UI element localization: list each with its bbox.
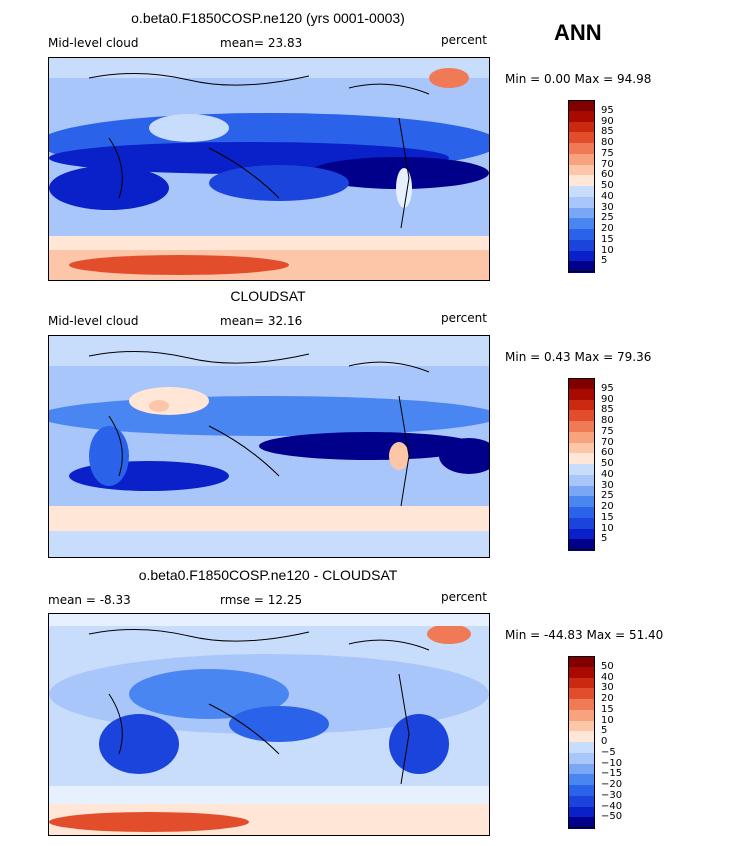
panel-2-variable-label: Mid-level cloud [48,314,139,328]
colorbar-label: 70 [601,436,614,448]
colorbar-label: 40 [601,468,614,480]
colorbar-label: −50 [601,811,623,823]
panel-3-mean-label: mean = -8.33 [48,593,131,607]
colorbar-label: −20 [601,779,623,790]
colorbar-label: 15 [601,703,614,715]
panel-1-units-label: percent [441,33,487,47]
panel-3-map [48,613,490,836]
panel-2-mean-label: mean= 32.16 [220,314,303,328]
colorbar-label: 10 [601,714,614,726]
colorbar-label: 5 [601,255,608,267]
colorbar-label: 20 [601,501,614,512]
colorbar-label: 85 [601,404,614,416]
colorbar-frame [568,656,595,828]
colorbar-label: 85 [601,126,614,138]
colorbar-label: 5 [601,533,608,545]
colorbar-label: 50 [601,180,614,191]
colorbar-label: 60 [601,169,614,181]
colorbar-label: 20 [601,693,614,704]
colorbar-label: 70 [601,158,614,170]
colorbar-label: 95 [601,104,614,116]
colorbar-frame [568,378,595,550]
colorbar-label: 30 [601,479,614,491]
colorbar-label: −5 [601,746,616,758]
colorbar-label: −40 [601,800,623,812]
panel-2-minmax: Min = 0.43 Max = 79.36 [505,350,652,364]
colorbar-frame [568,100,595,272]
colorbar-label: −10 [601,757,623,769]
colorbar-label: 15 [601,233,614,245]
panel-3-units-label: percent [441,590,487,604]
panel-3-map-svg [49,614,489,835]
panel-1-title: o.beta0.F1850COSP.ne120 (yrs 0001-0003) [131,10,405,26]
colorbar-label: 80 [601,415,614,426]
panel-3-title: o.beta0.F1850COSP.ne120 - CLOUDSAT [138,567,398,583]
colorbar-label: 30 [601,201,614,213]
colorbar-label: 50 [601,660,614,672]
colorbar-label: 25 [601,212,614,224]
colorbar-label: 0 [601,736,608,747]
panel-1-map [48,57,490,281]
panel-3-minmax: Min = -44.83 Max = 51.40 [505,628,664,642]
colorbar-label: 50 [601,458,614,469]
colorbar-label: 90 [601,393,614,405]
panel-2-map-svg [49,336,489,557]
panel-2-title: CLOUDSAT [230,288,306,304]
colorbar-label: 20 [601,223,614,234]
colorbar-label: −15 [601,768,623,780]
colorbar-label: 90 [601,115,614,127]
panel-3-rmse-label: rmse = 12.25 [220,593,303,607]
colorbar-label: 80 [601,137,614,148]
panel-2-units-label: percent [441,311,487,325]
colorbar-label: 40 [601,190,614,202]
colorbar-label: 75 [601,147,614,159]
colorbar-label: −30 [601,789,623,801]
panel-1-map-svg [49,58,489,280]
colorbar-label: 10 [601,522,614,534]
colorbar-label: 25 [601,490,614,502]
colorbar-label: 95 [601,382,614,394]
season-label: ANN [554,20,602,45]
panel-1-minmax: Min = 0.00 Max = 94.98 [505,72,652,86]
colorbar-label: 40 [601,671,614,683]
panel-1-variable-label: Mid-level cloud [48,36,139,50]
colorbar-label: 75 [601,425,614,437]
panel-2-map [48,335,490,558]
colorbar-label: 10 [601,244,614,256]
colorbar-label: 15 [601,511,614,523]
colorbar-label: 5 [601,725,608,737]
colorbar-label: 30 [601,682,614,694]
panel-1-mean-label: mean= 23.83 [220,36,303,50]
colorbar-label: 60 [601,447,614,459]
